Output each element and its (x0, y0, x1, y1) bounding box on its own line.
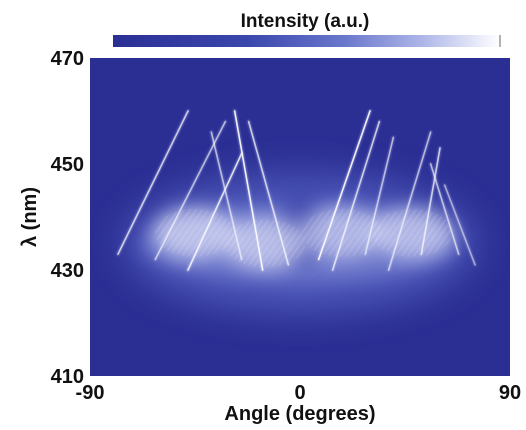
plot-area (90, 58, 510, 376)
x-axis-label: Angle (degrees) (224, 403, 375, 425)
x-tick-labels: -90 0 90 (76, 382, 522, 404)
y-tick-label: 450 (51, 154, 84, 176)
bright-lines (116, 109, 477, 272)
x-tick-label: 90 (499, 382, 521, 404)
bright-line-8 (331, 120, 381, 271)
bright-line-9 (364, 136, 395, 255)
x-tick-label: -90 (76, 382, 105, 404)
colorbar-label: Intensity (a.u.) (241, 11, 370, 32)
bright-line-5 (233, 110, 264, 271)
bright-line-12 (429, 163, 460, 255)
colorbar (113, 35, 500, 47)
y-tick-label: 430 (51, 260, 84, 282)
bright-line-11 (420, 147, 441, 255)
y-tick-labels: 410 430 450 470 (51, 48, 84, 388)
bright-line-1 (117, 110, 189, 255)
bright-line-6 (247, 120, 290, 266)
bright-line-3 (187, 152, 243, 271)
x-tick-label: 0 (294, 382, 305, 404)
bright-line-7 (317, 110, 371, 261)
fringe-texture-4 (372, 208, 452, 257)
y-tick-label: 410 (51, 366, 84, 388)
y-tick-label: 470 (51, 48, 84, 70)
bright-line-4 (210, 131, 243, 261)
y-axis-label: λ (nm) (19, 187, 41, 247)
bright-line-13 (443, 184, 476, 266)
bright-line-10 (387, 131, 432, 271)
